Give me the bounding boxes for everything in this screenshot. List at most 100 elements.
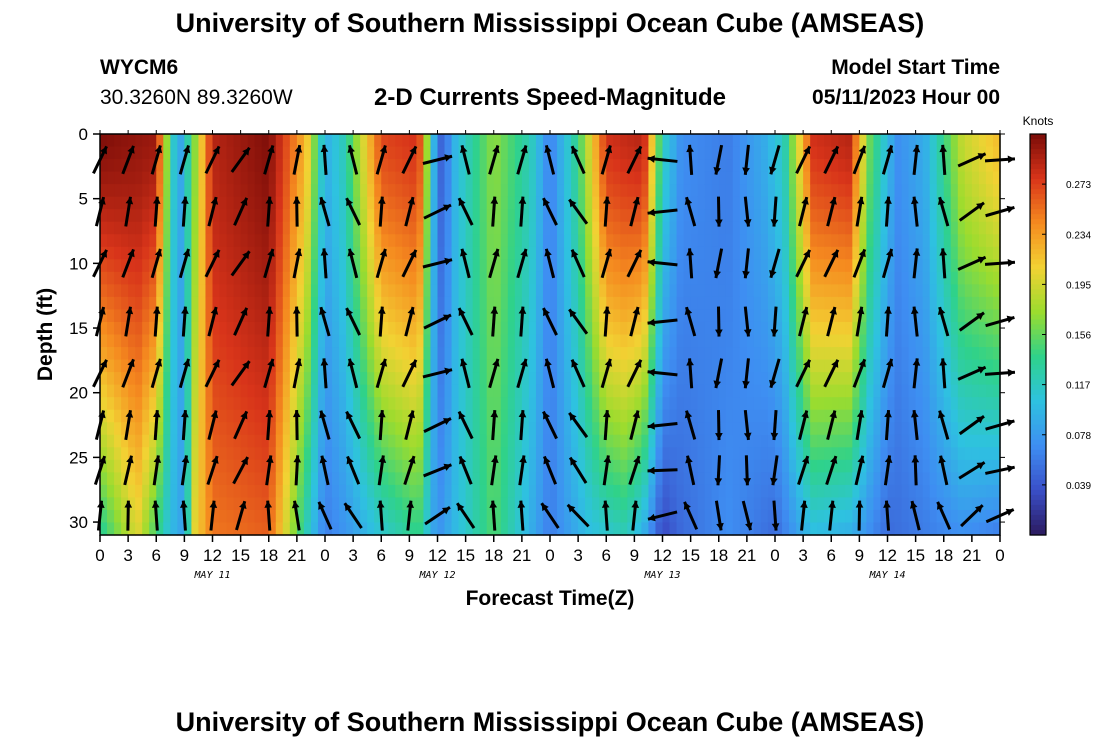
heatmap-cell [697,422,706,436]
heatmap-cell [430,209,439,223]
heatmap-cell [775,447,783,461]
heatmap-cell [943,509,952,524]
heatmap-cell [922,184,931,198]
heatmap-cell [205,146,214,160]
heatmap-cell [564,259,572,273]
heatmap-cell [254,159,263,173]
heatmap-cell [437,209,446,223]
heatmap-cell [114,434,122,448]
heatmap-cell [135,397,143,411]
heatmap-cell [367,422,375,436]
colorbar-segment [1030,199,1046,205]
heatmap-cell [704,509,713,524]
heatmap-cell [289,171,298,185]
heatmap-cell [205,484,214,499]
heatmap-cell [810,184,818,198]
heatmap-cell [395,271,403,285]
heatmap-cell [550,509,558,524]
heatmap-cell [374,209,382,223]
heatmap-cell [620,347,628,361]
heatmap-cell [374,321,382,336]
heatmap-cell [873,447,882,461]
current-vector-arrow [939,358,948,389]
heatmap-cell [901,184,910,198]
x-tick-label: 3 [798,546,807,565]
heatmap-cell [332,384,340,398]
heatmap-cell [557,447,565,461]
heatmap-cell [873,196,882,210]
heatmap-cell [219,196,228,210]
heatmap-cell [486,234,495,248]
heatmap-cell [507,397,516,411]
heatmap-cell [831,134,839,148]
heatmap-cell [817,271,825,285]
heatmap-cell [493,221,502,235]
heatmap-cell [535,384,544,398]
heatmap-cell [430,296,439,311]
heatmap-cell [697,134,706,148]
heatmap-cell [107,472,115,486]
heatmap-cell [550,434,558,448]
heatmap-cell [444,397,453,411]
heatmap-cell [184,296,193,311]
heatmap-cell [339,447,347,461]
heatmap-cell [374,347,382,361]
heatmap-cell [479,509,488,524]
heatmap-cell [887,384,896,398]
heatmap-cell [135,309,143,323]
heatmap-cell [360,184,368,198]
heatmap-cell [486,359,495,373]
heatmap-cell [500,234,509,248]
colorbar-segment [1030,464,1046,471]
heatmap-cell [957,434,966,448]
heatmap-cell [978,472,987,486]
heatmap-cell [325,422,333,436]
heatmap-cell [655,184,664,198]
heatmap-cell [725,221,734,235]
heatmap-cell [275,171,284,185]
heatmap-cell [402,384,410,398]
heatmap-cell [655,397,664,411]
heatmap-cell [550,447,558,461]
heatmap-cell [317,422,326,436]
heatmap-cell [620,196,628,210]
heatmap-cell [142,522,150,536]
heatmap-cell [964,146,973,160]
heatmap-cell [887,296,896,311]
current-vector-arrow [490,409,499,441]
heatmap-cell [507,321,516,336]
heatmap-cell [760,522,769,536]
heatmap-cell [859,472,868,486]
heatmap-cell [676,159,685,173]
heatmap-cell [936,321,945,336]
heatmap-cell [289,447,298,461]
heatmap-cell [648,159,657,173]
heatmap-cell [760,422,769,436]
heatmap-cell [711,359,720,373]
heatmap-cell [803,459,811,473]
heatmap-cell [690,447,699,461]
heatmap-cell [978,509,987,524]
heatmap-cell [578,184,586,198]
heatmap-cell [739,359,748,373]
heatmap-cell [746,372,755,386]
heatmap-cell [796,447,804,461]
heatmap-cell [564,409,572,423]
heatmap-cell [142,221,150,235]
heatmap-cell [184,497,193,511]
heatmap-cell [409,472,418,486]
heatmap-cell [437,422,446,436]
heatmap-cell [550,234,558,248]
heatmap-cell [760,146,769,160]
heatmap-cell [627,459,635,473]
heatmap-cell [395,384,403,398]
heatmap-cell [514,484,523,499]
heatmap-cell [374,284,382,298]
heatmap-cell [135,259,143,273]
heatmap-cell [423,234,432,248]
heatmap-cell [149,159,157,173]
heatmap-cell [606,284,614,298]
heatmap-cell [767,184,776,198]
heatmap-cell [648,234,657,248]
heatmap-cell [542,447,551,461]
